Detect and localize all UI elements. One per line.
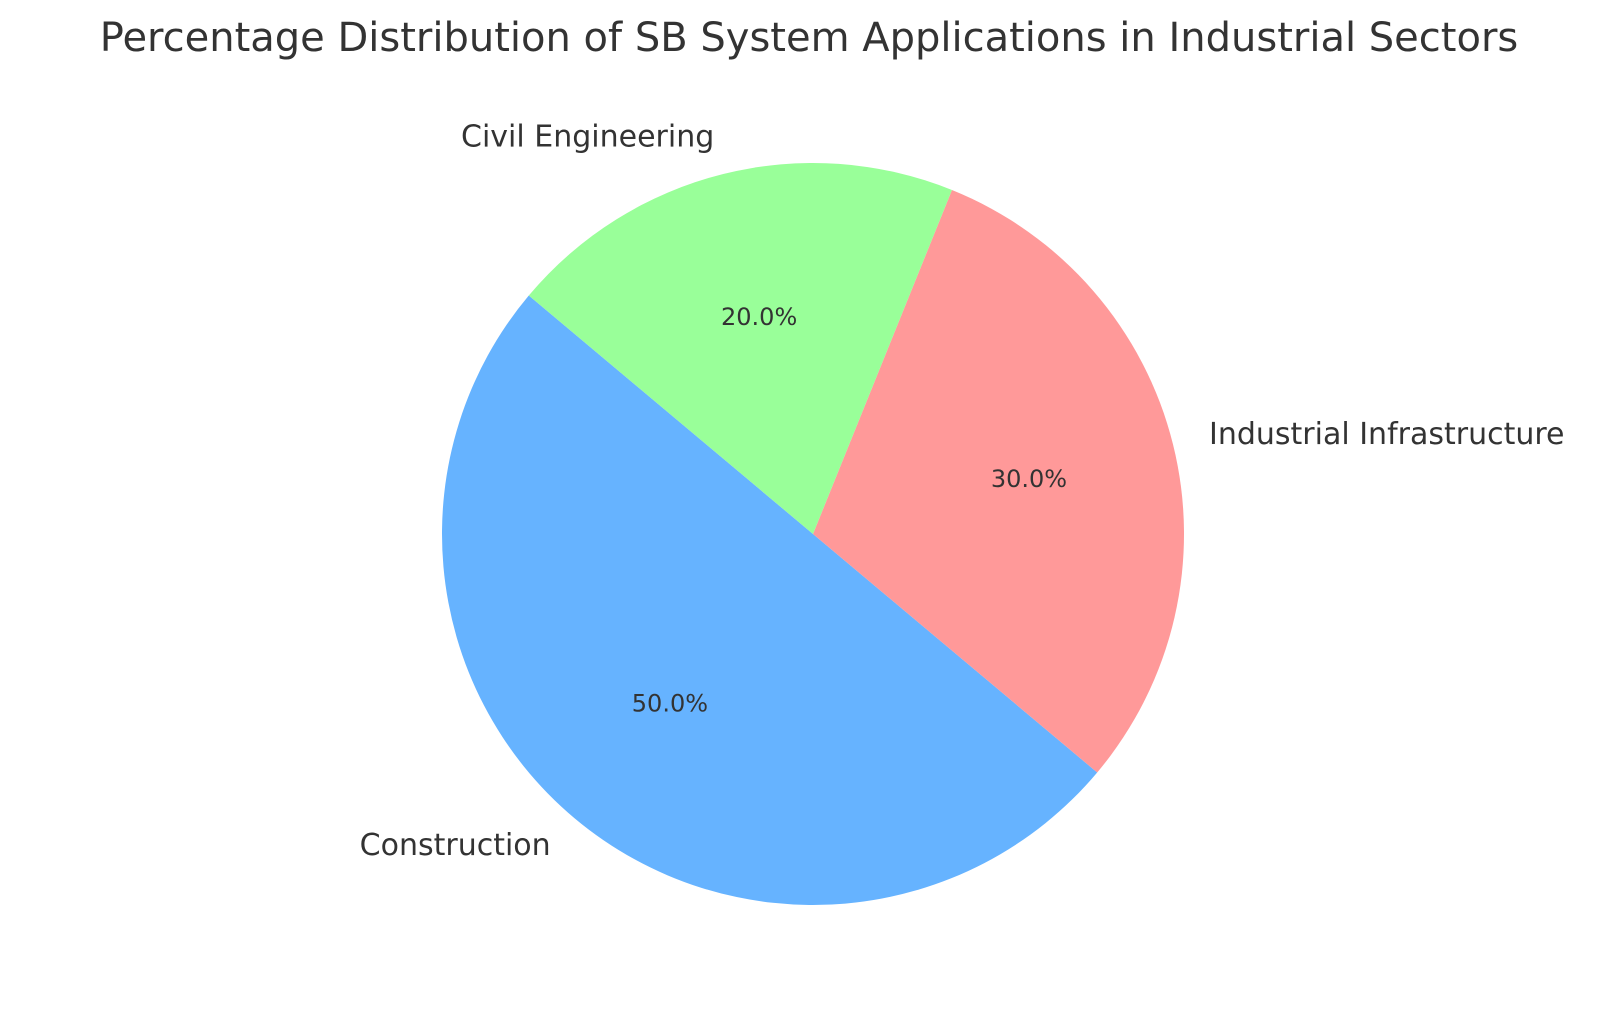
value-label: 20.0% — [721, 303, 797, 331]
slice-label: Industrial Infrastructure — [1209, 417, 1565, 452]
pie-slice — [442, 295, 1098, 906]
slice-label: Civil Engineering — [461, 120, 714, 155]
value-label: 30.0% — [991, 465, 1067, 493]
chart-title: Percentage Distribution of SB System App… — [100, 15, 1518, 61]
value-label: 50.0% — [632, 690, 708, 718]
pie-slice — [813, 190, 1185, 773]
slice-label: Construction — [360, 828, 551, 863]
pie-slice — [528, 162, 952, 534]
